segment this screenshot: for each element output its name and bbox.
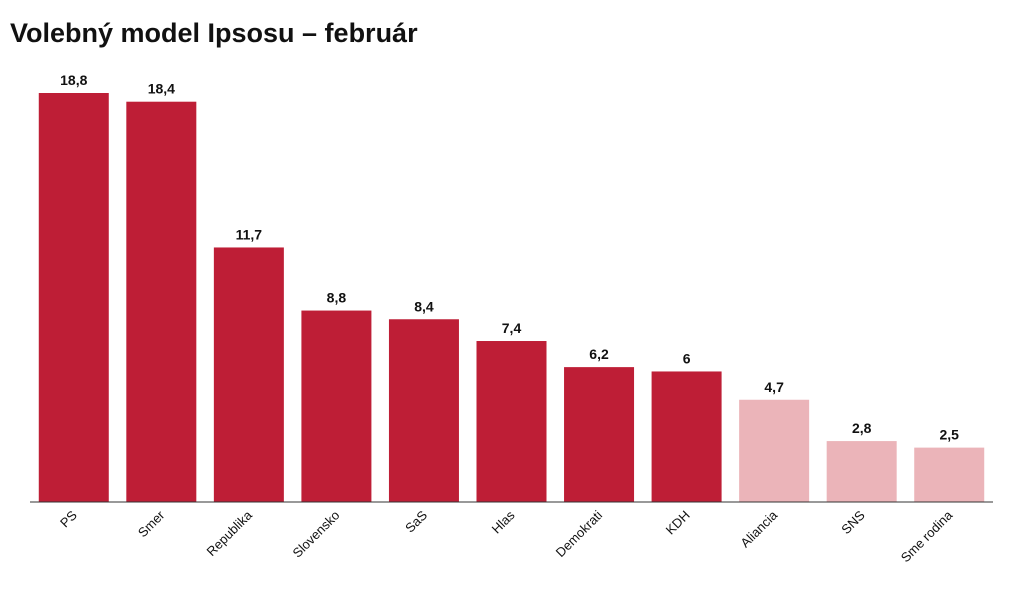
value-label: 11,7 xyxy=(236,226,263,242)
bar xyxy=(826,441,897,502)
value-label: 7,4 xyxy=(502,320,522,336)
value-label: 8,8 xyxy=(327,290,347,306)
bar xyxy=(213,247,284,502)
x-tick-label: SaS xyxy=(402,507,430,535)
value-label: 2,8 xyxy=(852,420,872,436)
chart-title: Volebný model Ipsosu – február xyxy=(10,18,418,48)
x-tick-label: Republika xyxy=(203,507,255,559)
bar xyxy=(301,310,372,502)
bar xyxy=(651,371,722,502)
bar xyxy=(739,399,810,502)
x-tick-label: Slovensko xyxy=(290,508,343,561)
bar xyxy=(388,319,459,502)
x-tick-label: Hlas xyxy=(489,507,518,536)
bar xyxy=(126,101,197,503)
bar xyxy=(38,93,109,502)
x-tick-label: Smer xyxy=(135,507,168,540)
value-label: 6,2 xyxy=(589,346,609,362)
bar xyxy=(914,447,985,502)
value-label: 6 xyxy=(683,350,691,366)
value-label: 18,8 xyxy=(60,72,87,88)
value-label: 2,5 xyxy=(939,427,959,443)
x-tick-label: Aliancia xyxy=(737,507,780,550)
value-label: 8,4 xyxy=(414,298,434,314)
value-label: 4,7 xyxy=(764,379,784,395)
x-tick-label: PS xyxy=(57,507,80,530)
x-tick-label: KDH xyxy=(663,508,693,538)
bar xyxy=(564,367,635,502)
x-tick-label: Sme rodina xyxy=(898,507,956,565)
x-tick-label: SNS xyxy=(838,507,868,537)
bar xyxy=(476,341,547,502)
x-tick-label: Demokrati xyxy=(553,507,606,560)
value-label: 18,4 xyxy=(148,81,175,97)
